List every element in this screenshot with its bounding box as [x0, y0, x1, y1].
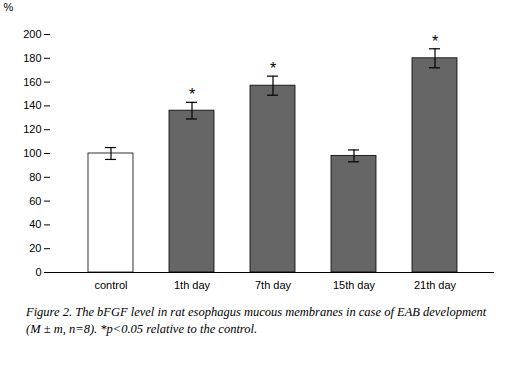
svg-text:160: 160 [23, 76, 41, 88]
svg-text:120: 120 [23, 123, 41, 135]
svg-text:%: % [4, 1, 14, 13]
svg-text:15th day: 15th day [333, 279, 376, 291]
svg-text:40: 40 [29, 218, 41, 230]
svg-text:60: 60 [29, 195, 41, 207]
svg-text:*: * [432, 33, 438, 50]
html-text:Figure 2. The bFGF level in ra: Figure 2. The bFGF level in rat esophagu… [26, 305, 487, 336]
svg-text:1th day: 1th day [174, 279, 211, 291]
svg-text:control: control [94, 279, 127, 291]
svg-text:*: * [270, 60, 276, 77]
svg-text:100: 100 [23, 147, 41, 159]
svg-text:0: 0 [35, 266, 41, 278]
svg-text:80: 80 [29, 171, 41, 183]
svg-text:7th day: 7th day [255, 279, 292, 291]
svg-text:200: 200 [23, 28, 41, 40]
svg-text:21th day: 21th day [414, 279, 457, 291]
svg-text:140: 140 [23, 99, 41, 111]
svg-text:180: 180 [23, 52, 41, 64]
svg-text:20: 20 [29, 242, 41, 254]
svg-text:*: * [189, 86, 195, 103]
